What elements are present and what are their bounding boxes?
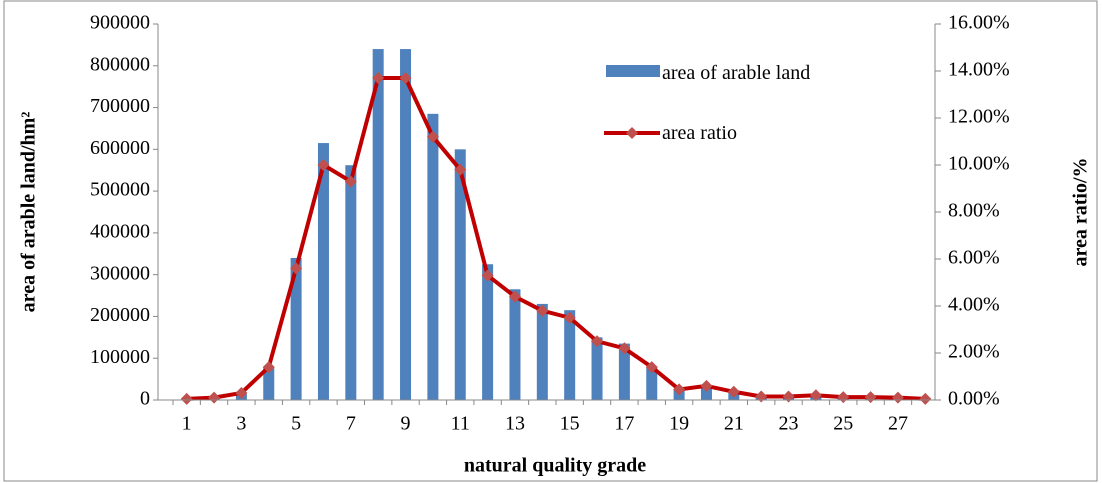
y-axis-title: area of arable land/hm² [18, 112, 40, 313]
marker [399, 72, 412, 85]
bar [509, 289, 521, 400]
x-tick-label: 25 [833, 413, 853, 435]
marker [727, 385, 740, 398]
marker [809, 389, 822, 402]
y2-axis-title: area ratio/% [1070, 157, 1092, 266]
marker [235, 386, 248, 399]
x-tick-label: 1 [182, 413, 192, 435]
y-tick-label: 600000 [90, 137, 150, 159]
y2-tick-label: 4.00% [948, 294, 1000, 316]
marker [290, 262, 303, 275]
legend-swatch [606, 65, 660, 77]
marker [317, 159, 330, 171]
marker [344, 175, 357, 188]
y-tick-label: 500000 [90, 179, 150, 201]
chart-border [3, 0, 1098, 482]
bar [482, 264, 494, 400]
marker [372, 72, 385, 85]
y2-tick-label: 14.00% [948, 59, 1010, 81]
bar [345, 165, 357, 400]
y2-tick-label: 16.00% [948, 12, 1010, 34]
x-tick-label: 13 [505, 413, 525, 435]
marker [481, 269, 494, 282]
bar [290, 257, 302, 400]
marker [837, 391, 850, 404]
x-tick-label: 19 [669, 413, 689, 435]
marker [180, 392, 193, 405]
line [186, 76, 926, 401]
x-tick-label: 5 [291, 413, 301, 435]
bar [700, 385, 712, 400]
y-tick-label: 0 [140, 388, 150, 410]
y2-tick-label: 12.00% [948, 106, 1010, 128]
bar [400, 49, 412, 401]
marker [508, 290, 521, 303]
x-tick-label: 21 [724, 413, 744, 435]
x-tick-label: 9 [401, 413, 411, 435]
y2-tick-label: 8.00% [948, 200, 1000, 222]
x-tick-label: 17 [614, 413, 634, 435]
marker [262, 361, 275, 374]
marker [591, 335, 604, 348]
y-tick-label: 400000 [90, 220, 150, 242]
x-tick-label: 7 [346, 413, 356, 435]
y-tick-label: 700000 [90, 95, 150, 117]
y-tick-label: 300000 [90, 262, 150, 284]
bar [564, 310, 576, 400]
y2-tick-label: 10.00% [948, 153, 1010, 175]
marker [536, 304, 549, 317]
marker [782, 390, 795, 403]
x-tick-label: 15 [560, 413, 580, 435]
x-axis-title: natural quality grade [464, 455, 646, 477]
y2-tick-label: 6.00% [948, 247, 1000, 269]
legend-label: area of arable land [662, 62, 811, 84]
bar [317, 143, 329, 401]
legend-label: area ratio [662, 122, 737, 144]
marker [755, 390, 768, 403]
marker [645, 361, 658, 374]
marker [426, 130, 439, 143]
bar [536, 303, 548, 400]
bar [646, 366, 658, 400]
y-tick-label: 800000 [90, 53, 150, 75]
marker [454, 163, 467, 176]
bar [263, 366, 275, 400]
bar [427, 113, 439, 401]
bar [591, 337, 603, 400]
bar [454, 149, 466, 400]
legend-marker [626, 127, 638, 139]
x-tick-label: 3 [236, 413, 246, 435]
x-tick-label: 23 [779, 413, 799, 435]
bar [372, 49, 384, 401]
x-tick-label: 11 [451, 413, 470, 435]
y-tick-label: 100000 [90, 346, 150, 368]
marker [891, 391, 904, 404]
marker [700, 379, 713, 392]
y2-tick-label: 2.00% [948, 341, 1000, 363]
x-tick-label: 27 [888, 413, 908, 435]
y2-tick-label: 0.00% [948, 388, 1000, 410]
y-tick-label: 200000 [90, 304, 150, 326]
bar [618, 343, 630, 400]
marker [208, 391, 221, 404]
marker [864, 391, 877, 404]
marker [673, 383, 686, 396]
y-tick-label: 900000 [90, 12, 150, 34]
marker [563, 311, 576, 324]
marker [618, 342, 631, 355]
marker [919, 392, 932, 405]
